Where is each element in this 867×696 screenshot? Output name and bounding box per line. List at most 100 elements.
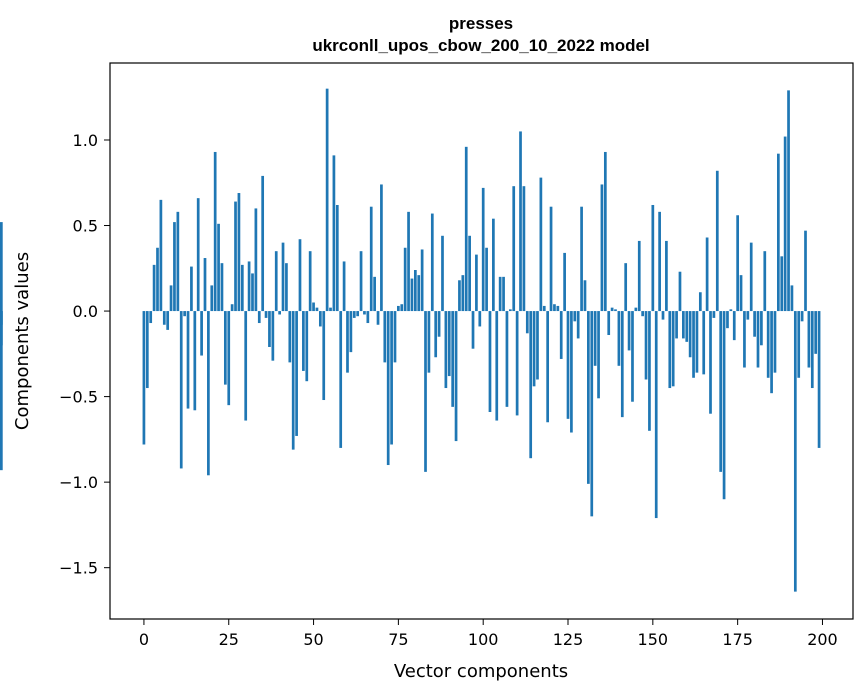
bar <box>603 151 607 312</box>
bar <box>593 311 597 366</box>
bar <box>651 204 655 312</box>
bar <box>397 305 400 312</box>
bar <box>359 251 363 312</box>
bar <box>464 146 468 312</box>
bar <box>766 311 770 378</box>
bar <box>142 311 146 445</box>
x-tick-label: 0 <box>139 630 149 649</box>
bar <box>318 311 322 327</box>
bar <box>400 304 404 312</box>
bar <box>213 151 217 312</box>
bar <box>427 311 431 373</box>
bar <box>756 311 760 368</box>
bar <box>678 271 682 312</box>
bar <box>288 311 292 363</box>
bar <box>698 292 702 312</box>
bar <box>753 311 756 337</box>
bar <box>186 311 190 409</box>
bar <box>546 311 550 423</box>
bar <box>329 307 332 312</box>
bar <box>420 249 424 312</box>
bar <box>339 311 343 448</box>
bar <box>380 184 383 312</box>
bar <box>166 311 170 330</box>
bar <box>797 311 801 378</box>
bar <box>424 311 427 472</box>
chart-subtitle: ukrconll_upos_cbow_200_10_2022 model <box>312 36 649 55</box>
bar <box>369 206 373 312</box>
bar <box>573 311 577 322</box>
bar <box>525 311 529 334</box>
chart-title: presses <box>449 14 513 33</box>
bar <box>658 211 661 312</box>
bar <box>322 311 326 401</box>
bar <box>230 304 234 312</box>
bar <box>417 275 421 312</box>
bar <box>804 230 807 312</box>
bar <box>441 235 444 312</box>
bar <box>620 311 624 418</box>
bar <box>305 311 309 382</box>
bar <box>281 242 285 312</box>
bar <box>264 311 268 318</box>
bar <box>512 186 516 312</box>
bar <box>335 204 339 312</box>
bar <box>563 252 566 312</box>
bar <box>190 266 193 312</box>
bar <box>529 311 533 459</box>
bar <box>251 273 254 312</box>
bar <box>519 131 522 312</box>
bar <box>732 311 736 341</box>
bar <box>295 311 298 436</box>
bar <box>196 198 200 312</box>
bar <box>549 206 553 312</box>
bar <box>719 311 723 472</box>
bar <box>481 187 485 312</box>
bar <box>661 311 665 320</box>
bar <box>807 311 811 368</box>
bar <box>793 311 797 592</box>
bar <box>223 311 227 385</box>
bar <box>800 311 804 322</box>
bar <box>675 311 678 339</box>
bar <box>176 211 180 312</box>
bar <box>814 311 818 354</box>
y-axis-label: Components values <box>12 252 33 430</box>
bar <box>193 311 197 411</box>
y-tick-label: −0.5 <box>59 388 98 407</box>
bar <box>559 311 563 359</box>
bar <box>495 311 499 421</box>
bar <box>607 311 611 336</box>
y-tick-label: 0.5 <box>73 217 98 236</box>
plot-frame <box>109 62 854 620</box>
bar <box>278 311 281 315</box>
bar <box>203 258 207 312</box>
bar <box>685 311 689 342</box>
bar <box>502 276 505 312</box>
x-tick-label: 25 <box>219 630 239 649</box>
bar <box>349 311 353 353</box>
bar <box>475 254 478 312</box>
bar <box>403 247 407 312</box>
bar <box>498 276 502 312</box>
bar <box>634 307 638 312</box>
bar <box>695 311 699 373</box>
bar <box>712 311 716 318</box>
bar <box>149 311 153 324</box>
bar <box>597 311 600 399</box>
bar <box>763 251 767 312</box>
bar <box>240 264 244 312</box>
bar <box>610 307 614 312</box>
bar <box>346 311 349 373</box>
bar <box>532 311 536 387</box>
bar <box>641 311 645 317</box>
bar <box>461 275 465 312</box>
bar <box>583 280 587 312</box>
bar <box>210 285 214 312</box>
bar <box>777 153 780 312</box>
bar <box>325 88 329 312</box>
bar <box>200 311 203 356</box>
bar <box>291 311 295 450</box>
x-tick-label: 75 <box>388 630 408 649</box>
bar <box>159 199 163 312</box>
